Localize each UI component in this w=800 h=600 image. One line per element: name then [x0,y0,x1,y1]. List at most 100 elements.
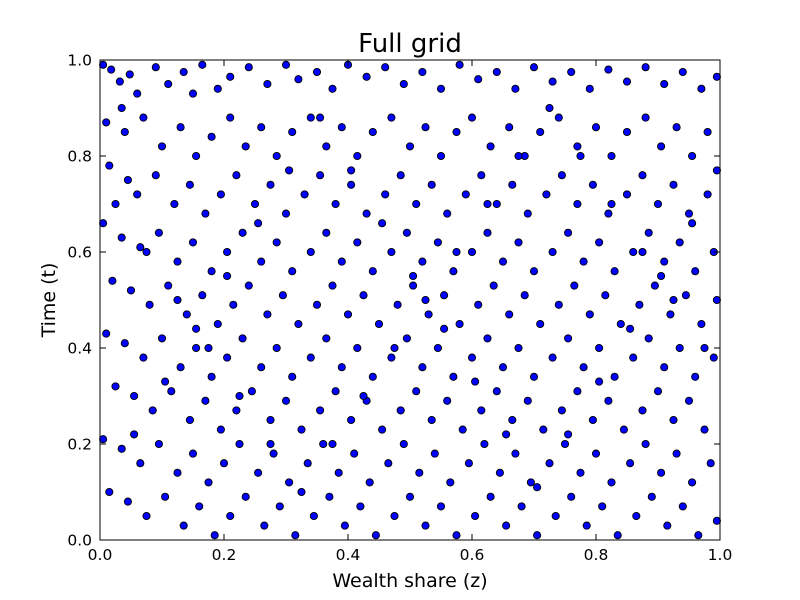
scatter-point [368,127,377,137]
scatter-point [176,123,185,132]
scatter-point [154,228,163,237]
scatter-point [142,511,151,521]
scatter-point [598,502,607,511]
scatter-point [247,387,256,396]
scatter-point [235,439,244,449]
scatter-point [712,516,721,525]
scatter-point [678,502,687,511]
scatter-point [117,444,126,453]
scatter-point [356,502,365,511]
scatter-point [257,363,266,372]
scatter-point [675,343,684,353]
scatter-point [529,63,539,72]
scatter-point [483,334,492,343]
scatter-point [436,84,446,93]
scatter-point [390,343,399,353]
scatter-point [514,238,523,247]
scatter-point [266,180,275,189]
scatter-point [216,425,225,434]
scatter-point [102,329,111,338]
scatter-points [99,60,721,540]
scatter-point [322,228,331,237]
scatter-point [595,238,604,247]
scatter-point [362,72,371,81]
scatter-point [622,127,632,137]
scatter-point [573,142,582,151]
y-tick-label: 0.2 [67,436,92,454]
scatter-point [607,151,616,161]
scatter-point [130,430,139,439]
scatter-point [241,492,250,501]
scatter-point [672,449,681,458]
scatter-point [266,439,275,449]
scatter-point [610,372,619,381]
scatter-point [142,247,151,257]
scatter-point [436,502,446,511]
scatter-point [495,468,504,477]
scatter-point [691,267,700,276]
scatter-point [405,492,415,501]
scatter-point [303,459,312,468]
scatter-point [281,396,291,405]
scatter-point [157,334,167,343]
scatter-point [334,468,343,477]
scatter-point [207,267,216,276]
scatter-point [198,291,207,300]
scatter-point [223,353,232,362]
scatter-point [669,415,678,425]
scatter-point [111,199,120,209]
y-tick-label: 1.0 [67,52,92,70]
scatter-point [663,521,672,530]
scatter-point [604,396,613,405]
scatter-point [430,449,439,458]
scatter-point [399,439,408,449]
scatter-point [650,281,659,290]
scatter-point [99,219,108,228]
scatter-point [433,343,442,353]
scatter-point [188,238,198,247]
scatter-point [359,391,368,401]
scatter-point [700,343,709,353]
scatter-point [660,257,669,266]
scatter-point [343,310,353,319]
scatter-point [402,334,411,343]
chart-title: Full grid [358,29,462,59]
scatter-point [694,531,703,540]
x-tick-label: 1.0 [708,546,733,564]
scatter-point [173,257,182,266]
scatter-point [688,219,697,228]
scatter-point [644,334,653,343]
scatter-point [440,324,449,333]
scatter-point [486,492,495,501]
scatter-point [161,377,170,386]
scatter-point [564,430,573,439]
x-tick-label: 0.4 [336,546,361,564]
x-tick-label: 0.0 [88,546,113,564]
scatter-point [529,372,539,381]
scatter-point [554,113,563,122]
y-tick-label: 0.8 [67,148,92,166]
scatter-point [300,190,309,199]
scatter-point [254,219,263,228]
scatter-point [595,343,604,353]
scatter-point [99,435,108,444]
scatter-point [585,310,594,319]
scatter-point [257,257,266,266]
scatter-point [520,291,529,300]
scatter-point [545,459,554,468]
scatter-point [353,343,362,353]
scatter-point [514,343,523,353]
scatter-point [195,502,204,511]
scatter-point [582,521,591,530]
scatter-point [675,238,684,247]
scatter-point [545,103,554,113]
scatter-point [387,353,396,362]
scatter-point [347,415,356,425]
scatter-point [111,382,120,391]
plot-frame [99,59,721,541]
scatter-point [595,377,604,386]
scatter-point [151,171,160,180]
scatter-point [164,79,173,89]
scatter-point [619,425,628,434]
scatter-point [564,228,573,237]
